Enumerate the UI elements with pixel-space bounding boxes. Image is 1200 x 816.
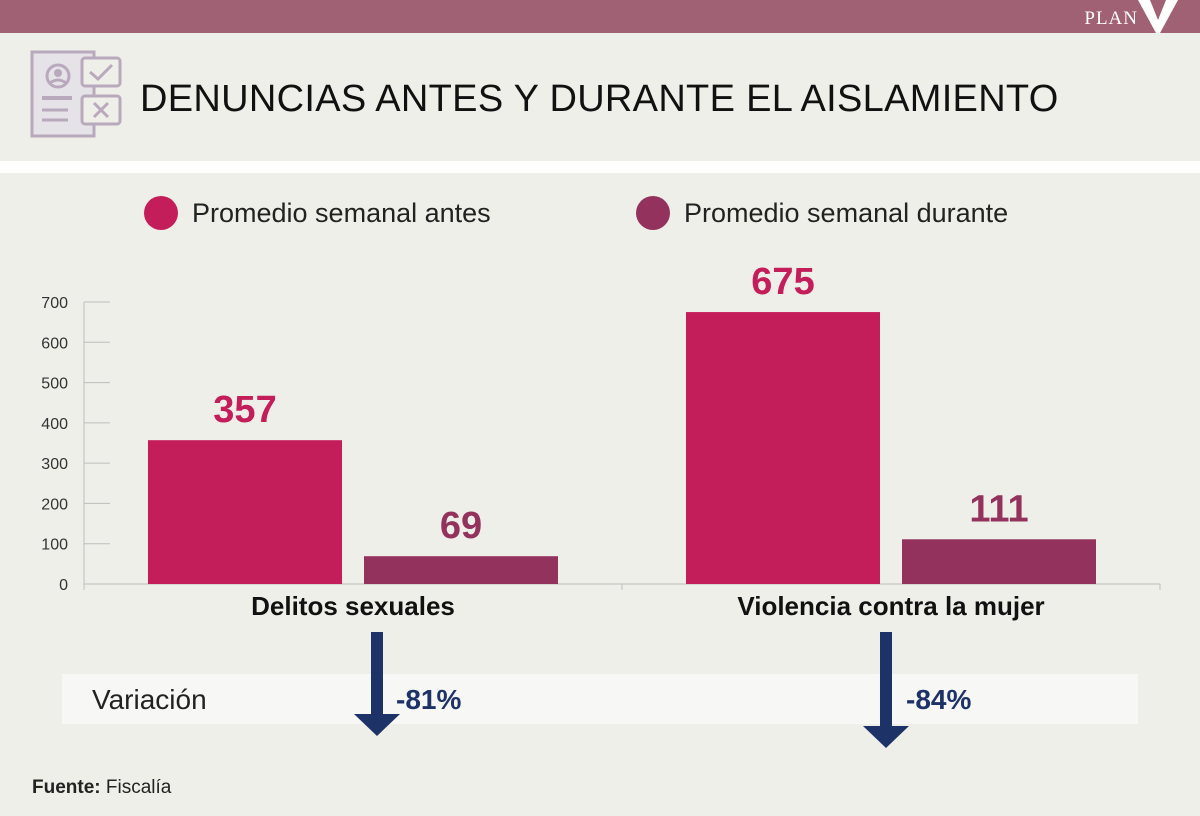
variation-value-violencia: -84% (906, 684, 972, 715)
brand-logo-text: PLAN (1084, 8, 1138, 29)
document-checklist-icon (30, 50, 122, 138)
y-tick-label: 0 (59, 577, 68, 594)
y-tick-label: 100 (41, 537, 68, 554)
y-tick-label: 600 (41, 335, 68, 352)
legend-label-durante: Promedio semanal durante (684, 198, 1009, 228)
bar-antes (686, 312, 880, 584)
category-label: Delitos sexuales (251, 591, 455, 621)
top-bar: PLAN (0, 0, 1200, 33)
legend-label-antes: Promedio semanal antes (192, 198, 491, 228)
bar-durante (364, 556, 558, 584)
y-tick-label: 400 (41, 416, 68, 433)
category-label: Violencia contra la mujer (737, 591, 1044, 621)
source-label: Fuente: (32, 777, 101, 798)
bar-antes (148, 440, 342, 584)
page-title: DENUNCIAS ANTES Y DURANTE EL AISLAMIENTO (140, 78, 1059, 120)
header (0, 33, 1200, 161)
y-tick-label: 300 (41, 456, 68, 473)
bar-durante (902, 539, 1096, 584)
bar-chart: 0 100 200 300 400 500 600 700 357 69 Delitos sexua… (41, 261, 1161, 621)
variation-value-delitos: -81% (396, 684, 462, 715)
legend-swatch-durante (636, 196, 670, 230)
legend-swatch-antes (144, 196, 178, 230)
source-value: Fiscalía (105, 777, 172, 798)
data-label: 357 (213, 389, 276, 431)
variation-arrow-violencia (863, 632, 909, 748)
data-label: 111 (969, 488, 1028, 530)
variation-arrow-delitos (354, 632, 400, 736)
source-note: Fuente: Fiscalía (32, 777, 171, 799)
variation-label: Variación (92, 684, 207, 715)
header-divider (0, 161, 1200, 173)
y-tick-label: 200 (41, 496, 68, 513)
data-label: 69 (440, 505, 482, 547)
y-tick-label: 500 (41, 376, 68, 393)
brand-logo-v (1138, 0, 1178, 33)
data-label: 675 (751, 261, 814, 303)
y-tick-label: 700 (41, 295, 68, 312)
variation-band (62, 674, 1138, 724)
